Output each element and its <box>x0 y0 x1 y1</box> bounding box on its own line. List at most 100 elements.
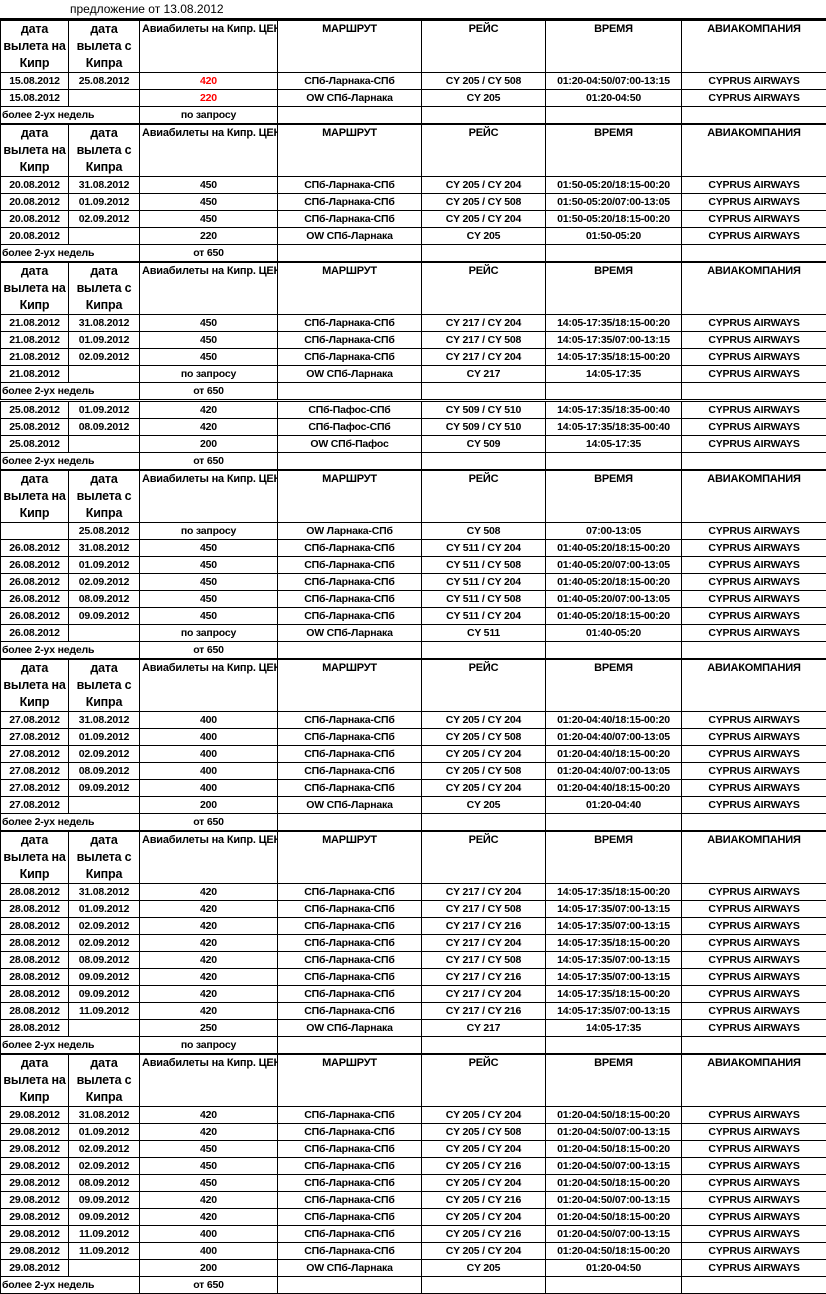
cell-price: 220 <box>140 90 278 107</box>
cell-depart-from-date: 11.09.2012 <box>69 1003 140 1020</box>
cell-time: 07:00-13:05 <box>546 523 682 540</box>
cell-time: 01:20-04:40/07:00-13:05 <box>546 729 682 746</box>
cell-depart-from-date: 01.09.2012 <box>69 194 140 211</box>
header-price: Авиабилеты на Кипр. ЦЕНА <box>140 1054 278 1107</box>
cell-price: 450 <box>140 332 278 349</box>
cell-price: 450 <box>140 608 278 625</box>
cell-price: 450 <box>140 177 278 194</box>
cell-flight: CY 511 / CY 204 <box>422 574 546 591</box>
cell-airline: CYPRUS AIRWAYS <box>682 1141 826 1158</box>
cell-price: 420 <box>140 986 278 1003</box>
cell-depart-from-date: 02.09.2012 <box>69 349 140 366</box>
header-flight: РЕЙС <box>422 262 546 315</box>
header-depart-to-date: дата вылета на Кипр <box>1 262 69 315</box>
cell-route: СПб-Ларнака-СПб <box>278 935 422 952</box>
cell-route: СПб-Ларнака-СПб <box>278 574 422 591</box>
cell-depart-to-date: 28.08.2012 <box>1 884 69 901</box>
empty-cell <box>278 1037 422 1055</box>
cell-time: 01:20-04:50/07:00-13:15 <box>546 1192 682 1209</box>
cell-flight: CY 217 <box>422 1020 546 1037</box>
empty-cell <box>278 814 422 832</box>
cell-flight: CY 205 / CY 216 <box>422 1226 546 1243</box>
cell-time: 01:20-04:50/07:00-13:15 <box>546 1158 682 1175</box>
cell-flight: CY 205 / CY 204 <box>422 211 546 228</box>
cell-flight: CY 205 / CY 204 <box>422 1209 546 1226</box>
cell-route: СПб-Ларнака-СПб <box>278 73 422 90</box>
cell-flight: CY 509 / CY 510 <box>422 419 546 436</box>
cell-time: 14:05-17:35/18:15-00:20 <box>546 935 682 952</box>
cell-price: 450 <box>140 349 278 366</box>
cell-depart-to-date: 20.08.2012 <box>1 228 69 245</box>
cell-flight: CY 511 <box>422 625 546 642</box>
cell-depart-from-date <box>69 1020 140 1037</box>
cell-depart-to-date: 28.08.2012 <box>1 935 69 952</box>
cell-depart-from-date: 02.09.2012 <box>69 746 140 763</box>
cell-airline: CYPRUS AIRWAYS <box>682 1260 826 1277</box>
empty-cell <box>422 383 546 401</box>
cell-airline: CYPRUS AIRWAYS <box>682 557 826 574</box>
cell-route: СПб-Ларнака-СПб <box>278 1124 422 1141</box>
cell-route: СПб-Ларнака-СПб <box>278 1192 422 1209</box>
empty-cell <box>422 245 546 263</box>
cell-price: 220 <box>140 228 278 245</box>
header-depart-to-date: дата вылета на Кипр <box>1 20 69 73</box>
empty-cell <box>546 245 682 263</box>
cell-time: 14:05-17:35/18:35-00:40 <box>546 419 682 436</box>
cell-depart-from-date: 01.09.2012 <box>69 901 140 918</box>
header-price: Авиабилеты на Кипр. ЦЕНА <box>140 262 278 315</box>
header-price: Авиабилеты на Кипр. ЦЕНА <box>140 124 278 177</box>
cell-flight: CY 205 / CY 216 <box>422 1192 546 1209</box>
cell-airline: CYPRUS AIRWAYS <box>682 901 826 918</box>
cell-depart-from-date: 02.09.2012 <box>69 1141 140 1158</box>
cell-flight: CY 205 <box>422 797 546 814</box>
header-depart-to-date: дата вылета на Кипр <box>1 1054 69 1107</box>
cell-depart-from-date <box>69 366 140 383</box>
cell-depart-from-date <box>69 436 140 453</box>
cell-time: 14:05-17:35 <box>546 436 682 453</box>
cell-route: СПб-Ларнака-СПб <box>278 315 422 332</box>
header-airline: АВИАКОМПАНИЯ <box>682 262 826 315</box>
cell-route: СПб-Ларнака-СПб <box>278 194 422 211</box>
cell-depart-to-date: 28.08.2012 <box>1 969 69 986</box>
cell-price: 420 <box>140 884 278 901</box>
cell-airline: CYPRUS AIRWAYS <box>682 1209 826 1226</box>
cell-price: 450 <box>140 315 278 332</box>
cell-price: 420 <box>140 969 278 986</box>
cell-depart-from-date <box>69 797 140 814</box>
empty-cell <box>546 642 682 660</box>
header-price: Авиабилеты на Кипр. ЦЕНА <box>140 470 278 523</box>
cell-time: 01:20-04:50/18:15-00:20 <box>546 1141 682 1158</box>
cell-depart-to-date: 28.08.2012 <box>1 986 69 1003</box>
cell-route: OW СПб-Ларнака <box>278 366 422 383</box>
cell-price: 420 <box>140 1209 278 1226</box>
cell-depart-from-date: 01.09.2012 <box>69 1124 140 1141</box>
cell-flight: CY 508 <box>422 523 546 540</box>
cell-depart-to-date: 20.08.2012 <box>1 211 69 228</box>
cell-time: 14:05-17:35/07:00-13:15 <box>546 332 682 349</box>
header-route: МАРШРУТ <box>278 262 422 315</box>
cell-time: 14:05-17:35/18:15-00:20 <box>546 884 682 901</box>
header-route: МАРШРУТ <box>278 124 422 177</box>
cell-depart-to-date: 25.08.2012 <box>1 436 69 453</box>
header-route: МАРШРУТ <box>278 1054 422 1107</box>
cell-airline: CYPRUS AIRWAYS <box>682 315 826 332</box>
cell-price: 420 <box>140 1003 278 1020</box>
cell-time: 14:05-17:35/18:35-00:40 <box>546 401 682 419</box>
cell-flight: CY 205 <box>422 228 546 245</box>
empty-cell <box>278 245 422 263</box>
